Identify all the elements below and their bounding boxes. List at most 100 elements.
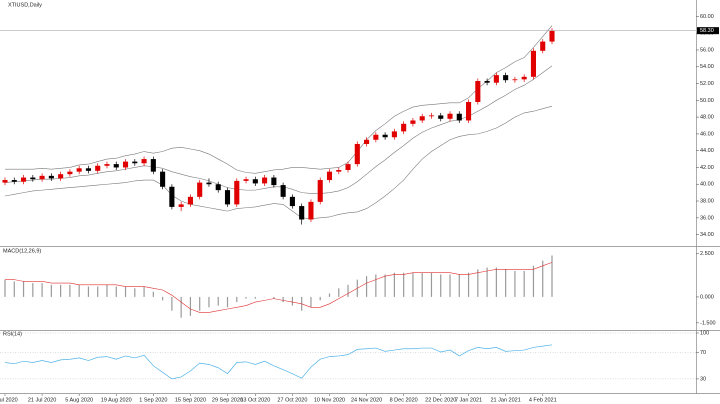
macd-bar [514, 271, 516, 297]
x-tick-label: 19 Aug 2020 [101, 397, 132, 403]
y-tick-label: 60.00 [700, 14, 714, 20]
candle-body [484, 81, 490, 83]
candle-body [141, 159, 147, 164]
macd-bar [162, 296, 164, 301]
y-tick-label: 54.00 [700, 64, 714, 70]
macd-bar [87, 286, 90, 297]
last-price-label: 58.30 [700, 28, 714, 34]
macd-bar [449, 274, 451, 297]
macd-bar [180, 296, 182, 318]
x-tick-label: 21 Jul 2020 [28, 397, 56, 403]
y-tick-label: 46.00 [700, 131, 714, 137]
macd-bar [60, 284, 62, 297]
candle-body [438, 115, 444, 119]
macd-bar [421, 272, 423, 297]
chart-title: XTIUSD,Daily [8, 2, 42, 8]
y-tick-label: 70 [700, 350, 706, 356]
candle-body [308, 201, 314, 220]
macd-bar [50, 284, 52, 297]
candle-body [224, 190, 231, 205]
macd-bar [338, 288, 340, 297]
candle-body [178, 204, 184, 207]
bollinger-band [4, 105, 553, 219]
candle-body [493, 75, 499, 83]
macd-bar [199, 296, 201, 311]
macd-bar [477, 269, 479, 297]
x-tick-label: 22 Dec 2020 [425, 397, 456, 403]
x-tick-label: 13 Oct 2020 [240, 397, 270, 403]
candle-body [419, 116, 425, 121]
candle-body [280, 185, 286, 197]
candle-body [326, 171, 333, 181]
candle-body [234, 180, 240, 205]
candle-body [549, 30, 555, 42]
macd-bar [236, 296, 238, 303]
macd-bar [282, 296, 284, 303]
candle-body [262, 177, 268, 184]
x-tick-label: 10 Nov 2020 [314, 397, 345, 403]
candle-body [456, 113, 462, 121]
candle-body [401, 123, 407, 132]
candle-body [20, 177, 27, 182]
candle-body [354, 143, 360, 165]
macd-bar [440, 274, 442, 297]
y-tick-label: 30 [700, 376, 706, 382]
candle-body [104, 164, 110, 166]
y-tick-label: -1.500 [700, 320, 716, 326]
candle-body [58, 174, 64, 179]
macd-bar [4, 279, 6, 297]
y-tick-label: 36.00 [700, 215, 714, 221]
y-tick-label: 2.500 [700, 251, 714, 257]
macd-bar [189, 296, 192, 316]
macd-bar [365, 276, 368, 297]
bollinger-band [5, 25, 553, 174]
macd-bar [551, 255, 553, 297]
candle-body [317, 180, 323, 202]
candle-body [132, 161, 138, 164]
macd-bar [13, 281, 15, 297]
candle-body [150, 159, 156, 172]
candle-body [382, 134, 388, 138]
macd-bar [430, 272, 433, 297]
macd-bar [152, 291, 154, 297]
candle-body [122, 161, 129, 168]
macd-bar [32, 283, 34, 297]
candle-body [113, 164, 119, 168]
macd-bar [171, 296, 173, 311]
macd-bar [347, 284, 349, 297]
macd-bar [134, 288, 136, 297]
macd-bar [467, 272, 470, 297]
candle-body [39, 175, 45, 180]
indicator-title: RSI(14) [3, 331, 22, 337]
rsi-line [4, 344, 553, 380]
candle-body [466, 102, 472, 121]
y-tick-label: 100 [700, 330, 709, 336]
macd-bar [310, 296, 312, 308]
y-tick-label: 34.00 [700, 232, 714, 238]
candle-body [252, 179, 258, 184]
candle-body [197, 182, 203, 197]
candle-body [48, 175, 54, 179]
candle-body [11, 180, 17, 182]
macd-bar [124, 286, 127, 297]
y-tick-label: 56.00 [700, 47, 714, 53]
candle-body [364, 139, 370, 144]
y-tick-label: 52.00 [700, 81, 714, 87]
candle-body [540, 41, 546, 51]
macd-bar [226, 296, 229, 308]
candle-body [67, 171, 73, 175]
y-tick-label: 42.00 [700, 165, 714, 171]
macd-bar [523, 271, 525, 297]
candle-body [271, 177, 277, 186]
signal-line [5, 262, 553, 313]
macd-bar [217, 296, 219, 306]
macd-bar [542, 260, 544, 297]
macd-bar [273, 296, 275, 299]
y-tick-label: 40.00 [700, 182, 714, 188]
candle-body [447, 113, 453, 119]
candle-body [215, 184, 221, 191]
candle-body [2, 180, 8, 183]
macd-bar [78, 284, 80, 297]
x-tick-label: 4 Feb 2021 [529, 397, 557, 403]
